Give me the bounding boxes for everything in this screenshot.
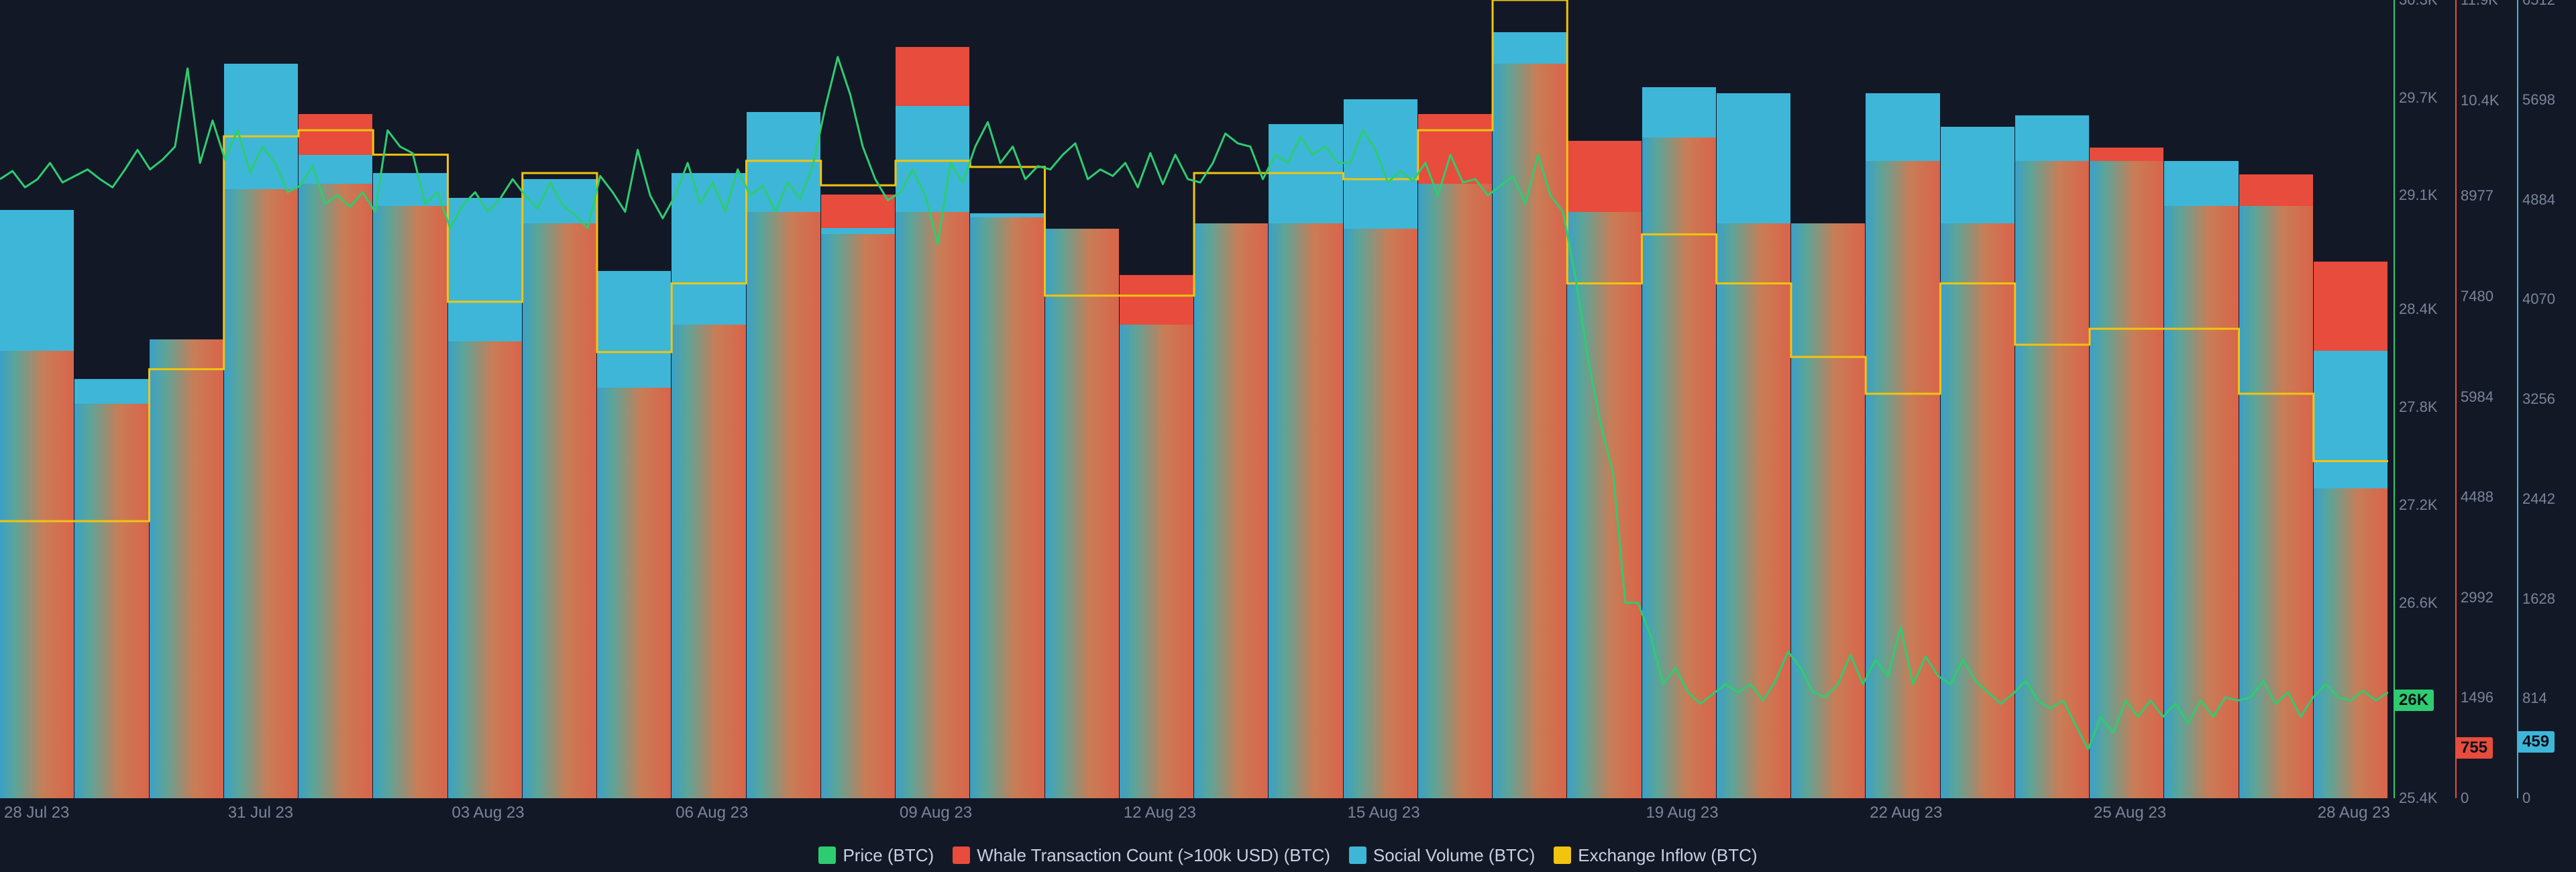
inflow-bar[interactable] <box>150 339 223 798</box>
chart-container: 25.4K 26.6K 27.2K 27.8K 28.4K 29.1K 29.7K 30.3K… <box>0 0 2576 872</box>
x-tick-label: 06 Aug 23 <box>676 804 748 822</box>
plot-area[interactable] <box>0 0 2388 798</box>
inflow-bar[interactable] <box>1866 161 1939 798</box>
x-tick-label: 25 Aug 23 <box>2094 804 2166 822</box>
y-tick-label: 1628 <box>2522 590 2555 608</box>
x-tick-label: 03 Aug 23 <box>452 804 525 822</box>
inflow-bar[interactable] <box>1493 64 1566 798</box>
x-tick-label: 19 Aug 23 <box>1646 804 1719 822</box>
inflow-bar[interactable] <box>1194 223 1268 798</box>
y-tick-label: 25.4K <box>2399 789 2438 807</box>
inflow-bar[interactable] <box>2015 161 2089 798</box>
y-tick-label: 4884 <box>2522 191 2555 209</box>
x-tick-label: 28 Jul 23 <box>4 804 69 822</box>
inflow-bar[interactable] <box>2314 488 2387 798</box>
inflow-bar[interactable] <box>74 404 148 798</box>
y-tick-label: 27.2K <box>2399 496 2438 514</box>
inflow-bar[interactable] <box>523 223 596 798</box>
legend-item[interactable]: Exchange Inflow (BTC) <box>1554 845 1757 866</box>
x-tick-label: 09 Aug 23 <box>900 804 972 822</box>
inflow-bar[interactable] <box>1791 223 1865 798</box>
inflow-bar[interactable] <box>1269 223 1342 798</box>
legend-label: Exchange Inflow (BTC) <box>1578 845 1757 866</box>
y-axis-price: 25.4K26.6K27.2K27.8K28.4K29.1K29.7K30.3K… <box>2388 0 2442 798</box>
y-tick-label: 4070 <box>2522 290 2555 308</box>
y-tick-label: 8977 <box>2461 187 2493 205</box>
inflow-bar[interactable] <box>1567 212 1641 798</box>
y-tick-label: 6512 <box>2522 0 2555 9</box>
inflow-bar[interactable] <box>970 217 1044 798</box>
y-tick-label: 814 <box>2522 690 2547 707</box>
y-axis-area: 25.4K26.6K27.2K27.8K28.4K29.1K29.7K30.3K… <box>2388 0 2576 798</box>
inflow-bar[interactable] <box>1045 229 1119 798</box>
legend-swatch <box>1554 847 1571 864</box>
legend-label: Social Volume (BTC) <box>1373 845 1535 866</box>
x-tick-label: 12 Aug 23 <box>1124 804 1196 822</box>
axis-current-badge: 459 <box>2517 731 2555 753</box>
inflow-bar[interactable] <box>299 184 372 798</box>
inflow-bar[interactable] <box>2164 206 2238 798</box>
y-tick-label: 29.1K <box>2399 186 2438 204</box>
y-axis-whale: 014962992448859847480897710.4K11.9K755 <box>2450 0 2504 798</box>
y-tick-label: 3256 <box>2522 390 2555 408</box>
legend-item[interactable]: Whale Transaction Count (>100k USD) (BTC… <box>953 845 1330 866</box>
inflow-bar[interactable] <box>373 206 447 798</box>
y-tick-label: 5984 <box>2461 388 2493 406</box>
axis-current-badge: 26K <box>2394 690 2434 711</box>
legend-swatch <box>953 847 970 864</box>
legend-label: Price (BTC) <box>843 845 934 866</box>
y-tick-label: 2442 <box>2522 490 2555 508</box>
inflow-bar[interactable] <box>1418 184 1492 798</box>
y-axis-social: 08141628244232564070488456986512459 <box>2512 0 2565 798</box>
y-tick-label: 30.3K <box>2399 0 2438 9</box>
inflow-bar[interactable] <box>1120 325 1193 798</box>
inflow-bar[interactable] <box>747 212 820 798</box>
inflow-bar[interactable] <box>821 234 895 798</box>
x-axis: 28 Jul 23 31 Jul 23 03 Aug 23 06 Aug 23 09 A… <box>0 798 2388 832</box>
y-tick-label: 27.8K <box>2399 398 2438 416</box>
y-tick-label: 7480 <box>2461 288 2493 305</box>
axis-line <box>2394 0 2395 798</box>
x-tick-label: 22 Aug 23 <box>1870 804 1942 822</box>
x-tick-label: 31 Jul 23 <box>228 804 293 822</box>
inflow-bar[interactable] <box>1717 223 1790 798</box>
y-tick-label: 1496 <box>2461 689 2493 706</box>
y-tick-label: 26.6K <box>2399 594 2438 612</box>
y-tick-label: 29.7K <box>2399 89 2438 107</box>
legend-item[interactable]: Price (BTC) <box>818 845 934 866</box>
axis-line <box>2455 0 2457 798</box>
legend: Price (BTC) Whale Transaction Count (>100… <box>0 838 2576 872</box>
inflow-bar[interactable] <box>1941 223 2015 798</box>
y-tick-label: 4488 <box>2461 488 2493 506</box>
inflow-bar[interactable] <box>896 212 969 798</box>
y-tick-label: 10.4K <box>2461 92 2500 109</box>
inflow-bar[interactable] <box>1642 138 1716 798</box>
inflow-bar[interactable] <box>1344 229 1417 798</box>
axis-current-badge: 755 <box>2455 737 2493 759</box>
inflow-bar[interactable] <box>448 341 522 798</box>
y-tick-label: 0 <box>2461 789 2469 807</box>
inflow-bar[interactable] <box>2090 161 2163 798</box>
y-tick-label: 2992 <box>2461 589 2493 606</box>
legend-label: Whale Transaction Count (>100k USD) (BTC… <box>977 845 1330 866</box>
legend-item[interactable]: Social Volume (BTC) <box>1349 845 1535 866</box>
inflow-bar[interactable] <box>597 388 671 798</box>
y-tick-label: 0 <box>2522 789 2530 807</box>
x-tick-label: 28 Aug 23 <box>2318 804 2390 822</box>
axis-line <box>2517 0 2518 798</box>
y-tick-label: 5698 <box>2522 91 2555 109</box>
legend-swatch <box>1349 847 1366 864</box>
inflow-bar[interactable] <box>2239 206 2313 798</box>
inflow-bar[interactable] <box>0 351 74 798</box>
y-tick-label: 11.9K <box>2461 0 2498 9</box>
inflow-bar[interactable] <box>672 325 745 798</box>
y-tick-label: 28.4K <box>2399 301 2438 318</box>
x-tick-label: 15 Aug 23 <box>1348 804 1420 822</box>
inflow-bar[interactable] <box>224 189 298 798</box>
legend-swatch <box>818 847 836 864</box>
